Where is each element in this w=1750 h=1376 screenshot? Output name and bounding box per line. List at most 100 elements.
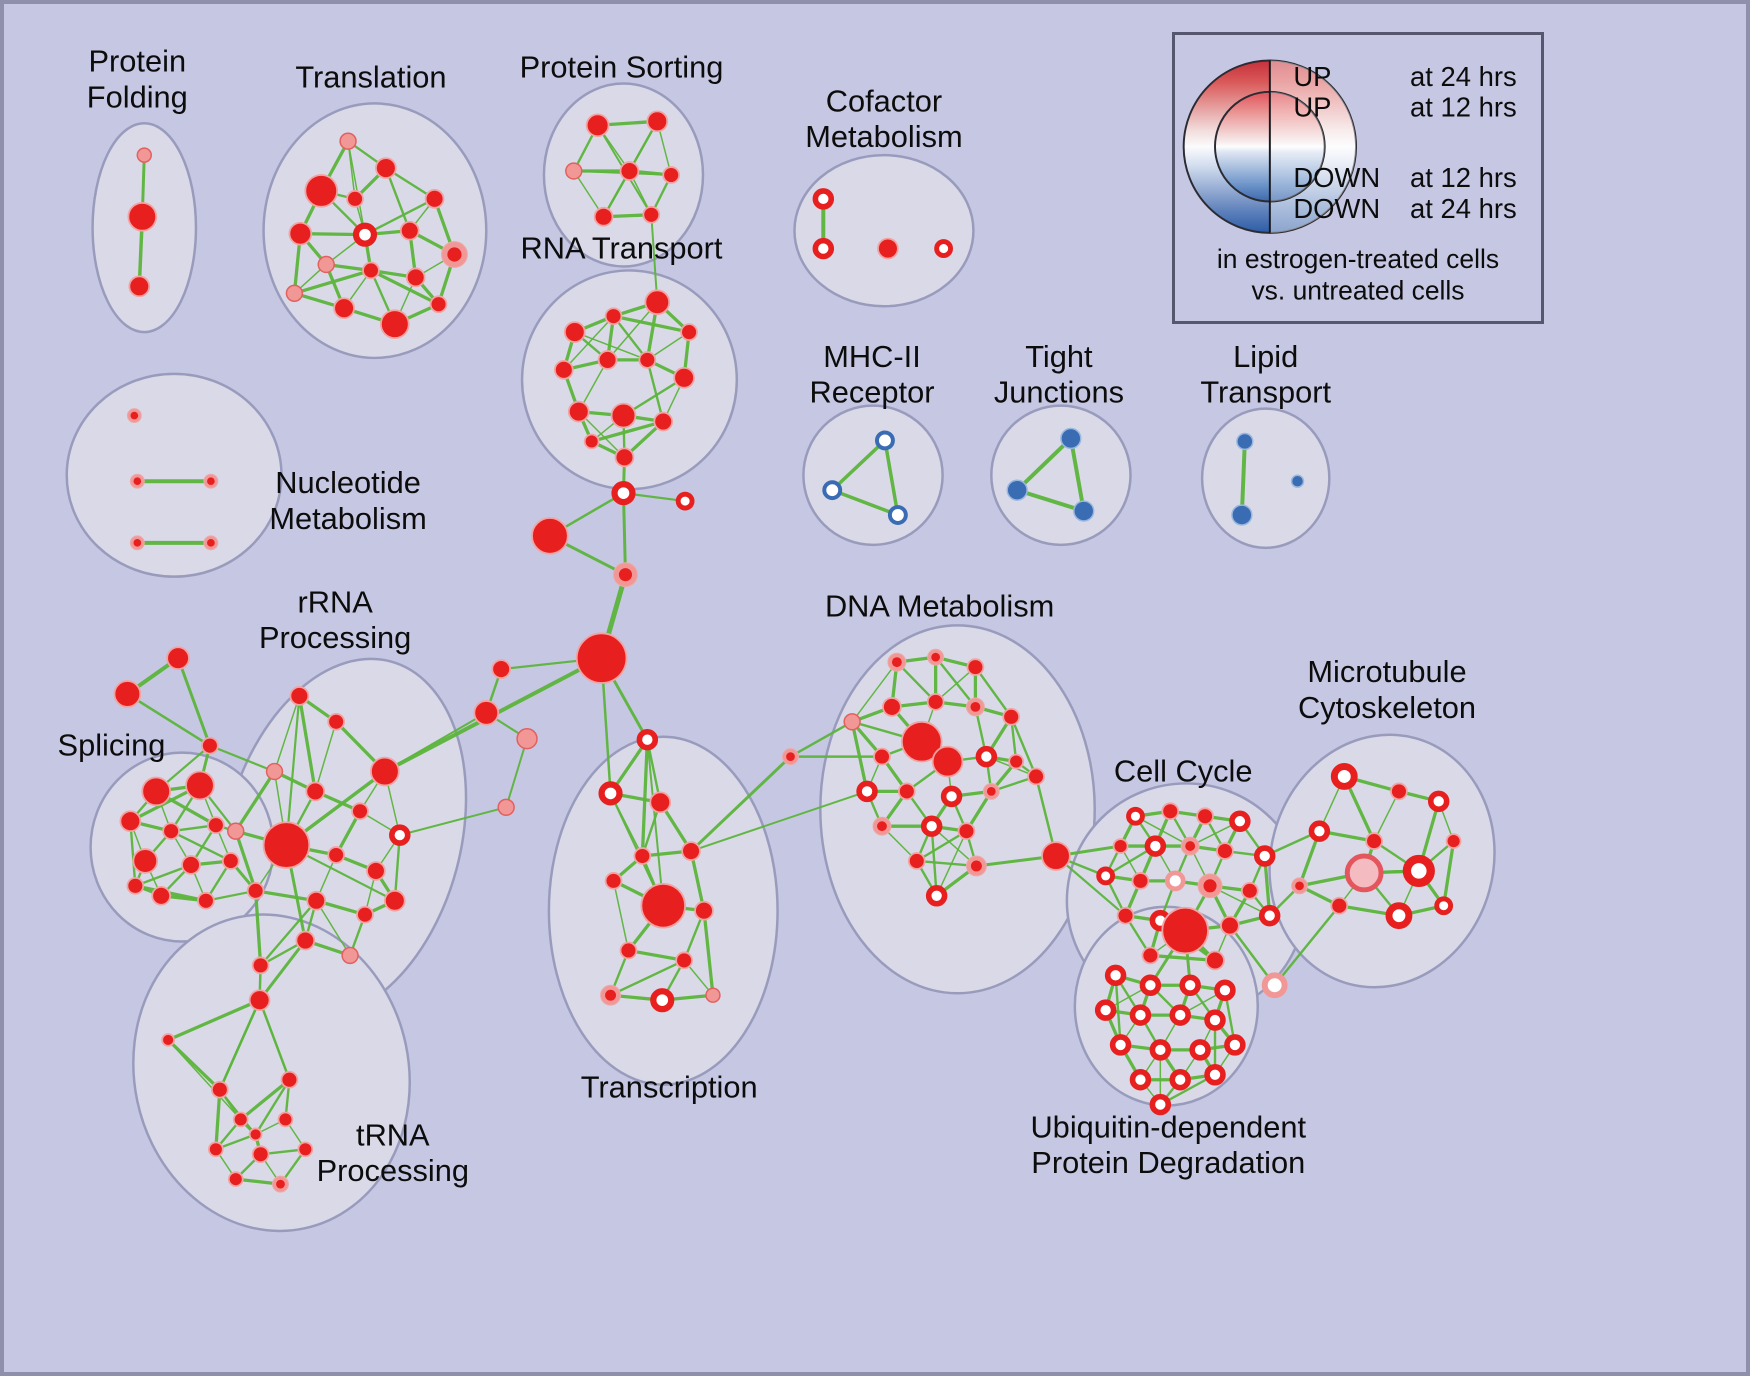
node-ub-4 — [1094, 999, 1117, 1021]
cluster-label-protein-folding: Folding — [87, 79, 188, 114]
network-edge — [259, 899, 318, 967]
network-edge — [646, 738, 665, 907]
network-edge — [830, 488, 900, 517]
node-cc-9 — [1096, 866, 1116, 886]
network-edge — [612, 314, 649, 362]
network-edge — [398, 806, 508, 837]
legend-down-24-time: at 24 hrs — [1410, 193, 1517, 224]
cluster-label-cofactor: Metabolism — [805, 119, 962, 154]
node-ps-2 — [565, 162, 583, 180]
node-translation-8-core — [447, 247, 462, 262]
network-edge — [315, 900, 351, 957]
network-edge — [166, 998, 262, 1042]
node-mt-1 — [1390, 782, 1408, 801]
node-rrna-1 — [327, 712, 345, 731]
node-trna-8 — [297, 1141, 314, 1158]
node-conn-7 — [516, 728, 538, 750]
network-edge — [253, 889, 263, 968]
node-cc-13 — [1240, 881, 1259, 900]
node-translation-13 — [333, 297, 355, 320]
node-nucleotide-0-core — [130, 411, 139, 420]
node-tr-5 — [604, 872, 623, 890]
node-lipid-0 — [1236, 432, 1254, 451]
network-edge — [383, 711, 488, 773]
network-edge — [285, 694, 301, 847]
node-rna-8 — [567, 400, 590, 423]
node-rrna-0 — [289, 686, 310, 706]
node-spl-7 — [221, 852, 240, 870]
node-mt-8 — [1330, 896, 1349, 915]
node-cc-2 — [1196, 807, 1214, 826]
network-edge — [167, 1039, 242, 1121]
network-edge — [626, 948, 686, 963]
node-ub-2 — [1179, 974, 1201, 996]
cluster-label-tr: Transcription — [581, 1070, 758, 1105]
node-protein-folding-2 — [128, 275, 151, 298]
node-tr-11 — [650, 988, 675, 1013]
node-cc-14 — [1116, 906, 1135, 925]
network-edge — [297, 694, 317, 794]
node-ub-12 — [1129, 1068, 1152, 1091]
cluster-label-trna: tRNA — [356, 1117, 430, 1152]
node-ub-14 — [1204, 1064, 1226, 1086]
node-conn-13 — [113, 680, 142, 708]
cluster-label-protein-folding: Protein — [89, 44, 187, 79]
node-tr-8 — [619, 941, 638, 960]
network-edge — [1114, 974, 1122, 1047]
node-cc-5 — [1144, 835, 1167, 857]
node-translation-1 — [304, 174, 339, 208]
cluster-label-dna: DNA Metabolism — [825, 588, 1054, 623]
legend-up-12-time: at 12 hrs — [1410, 91, 1517, 122]
cluster-ellipse-nucleotide — [65, 372, 283, 578]
node-spl-5 — [132, 848, 159, 874]
node-conn-3-core — [618, 568, 633, 582]
node-tr-2 — [649, 791, 672, 814]
node-rrna-15 — [383, 889, 406, 912]
node-mt-10 — [1434, 896, 1454, 916]
node-translation-5 — [288, 221, 313, 246]
node-cc-18 — [1258, 904, 1281, 927]
node-mt-4 — [1365, 832, 1383, 850]
node-cc-16 — [1161, 906, 1209, 955]
node-dna-4 — [882, 697, 902, 717]
node-translation-11 — [405, 267, 426, 288]
node-spl-0 — [141, 776, 172, 807]
node-cofactor-2 — [877, 237, 899, 260]
network-edge — [934, 655, 977, 709]
node-nucleotide-2-core — [207, 477, 215, 486]
node-ps-1 — [646, 110, 669, 133]
network-edge — [384, 166, 411, 232]
legend-up-12-direction: UP — [1293, 91, 1331, 122]
network-edge — [609, 959, 686, 997]
node-dna-16-core — [986, 787, 996, 796]
node-ps-5 — [593, 206, 614, 227]
node-cc-8 — [1253, 845, 1276, 867]
node-rna-3 — [680, 323, 698, 341]
node-rrna-6 — [262, 821, 311, 869]
network-edge — [505, 737, 529, 809]
legend-inner-right-half — [1269, 91, 1325, 202]
network-edge — [234, 769, 277, 833]
cluster-label-ps: Protein Sorting — [520, 50, 724, 85]
legend-down-24-direction: DOWN — [1293, 193, 1380, 224]
legend-up-24-direction: UP — [1293, 61, 1331, 92]
node-rrna-12 — [295, 930, 316, 951]
node-ub-3 — [1214, 979, 1236, 1001]
node-trna-1 — [161, 1033, 175, 1047]
node-rrna-9 — [246, 881, 265, 900]
node-mt-6 — [1402, 854, 1435, 888]
node-ub-1 — [1139, 974, 1162, 996]
node-rna-4 — [553, 360, 574, 380]
cluster-label-translation: Translation — [295, 60, 446, 95]
network-edge — [702, 909, 715, 997]
node-ps-0 — [585, 113, 610, 138]
node-dna-0-core — [891, 657, 902, 668]
network-edge — [134, 863, 193, 888]
node-cofactor-3 — [934, 239, 953, 258]
node-tr-1 — [598, 781, 623, 806]
node-translation-7 — [399, 220, 420, 241]
node-conn-5 — [491, 659, 512, 679]
network-edge — [1442, 839, 1456, 908]
cluster-label-ub: Ubiquitin-dependent — [1030, 1109, 1306, 1144]
